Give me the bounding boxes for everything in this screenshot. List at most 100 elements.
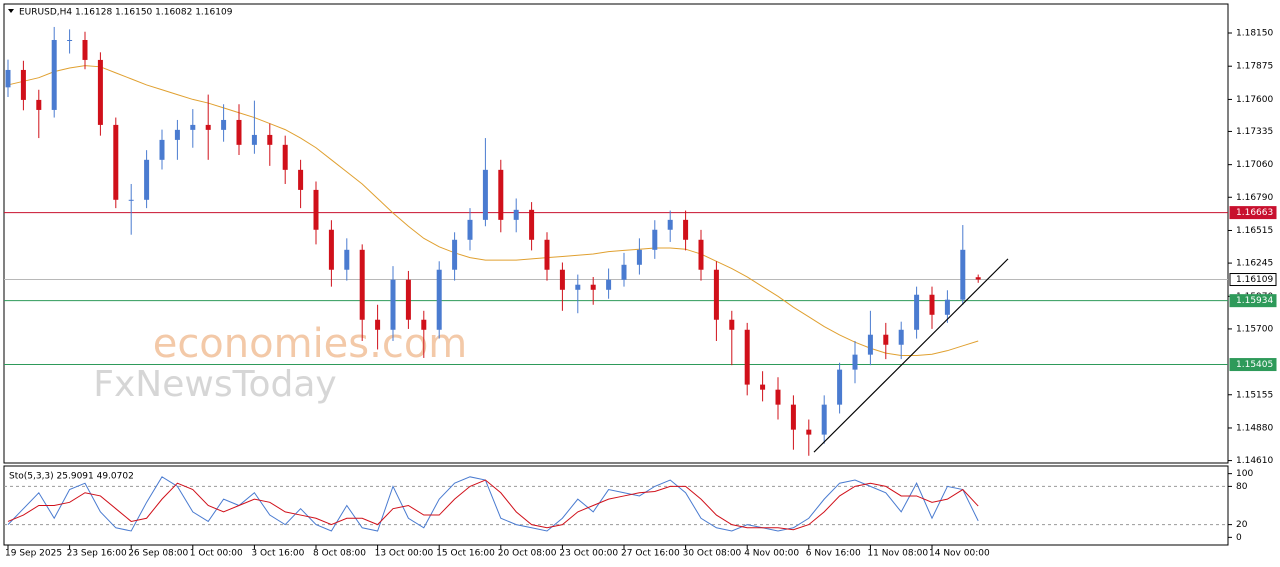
candle-body [760, 384, 766, 390]
candle-body [452, 239, 458, 270]
x-tick-label: 4 Nov 00:00 [744, 549, 799, 559]
y-tick-label: 1.17060 [1236, 160, 1273, 170]
candle-body [97, 59, 103, 125]
candle-body [375, 319, 381, 330]
level-label-box [1229, 206, 1277, 220]
x-tick-label: 27 Oct 16:00 [621, 549, 680, 559]
x-tick-label: 15 Oct 16:00 [436, 549, 495, 559]
candle-body [790, 404, 796, 430]
candle-body [929, 294, 935, 315]
candle-body [667, 219, 673, 230]
candle-body [729, 319, 735, 330]
candle-body [51, 39, 57, 110]
candle-body [621, 264, 627, 280]
candle-body [914, 294, 920, 330]
candle-body [529, 209, 535, 240]
y-tick-label: 1.18150 [1236, 28, 1273, 38]
y-tick-label: 20 [1236, 520, 1248, 530]
candle-body [652, 229, 658, 250]
candle-body [267, 134, 273, 145]
y-tick-label: 1.15700 [1236, 324, 1273, 334]
x-tick-label: 1 Oct 00:00 [190, 549, 243, 559]
candle-body [205, 124, 211, 130]
y-tick-label: 80 [1236, 482, 1248, 492]
candle-body [359, 249, 365, 320]
candle-body [5, 69, 11, 88]
candle-body [883, 334, 889, 345]
x-tick-label: 26 Sep 08:00 [128, 549, 188, 559]
y-tick-label: 1.16790 [1236, 193, 1273, 203]
level-label-box [1229, 358, 1277, 372]
candle-body [421, 319, 427, 330]
candle-body [683, 219, 689, 240]
candle-body [482, 169, 488, 220]
candle-body [159, 139, 165, 160]
candle-body [20, 69, 26, 100]
candle-body [436, 269, 442, 330]
candle-body [190, 124, 196, 130]
candle-body [251, 134, 257, 145]
y-tick-label: 1.14610 [1236, 456, 1273, 466]
main-panel [3, 3, 1229, 464]
candle-body [128, 199, 134, 201]
candle-body [221, 119, 227, 130]
y-tick-label: 1.17875 [1236, 62, 1273, 72]
stochastic-line [7, 479, 979, 531]
level-label-box [1229, 273, 1277, 287]
y-tick-label: 1.14880 [1236, 423, 1273, 433]
x-tick-label: 11 Nov 08:00 [867, 549, 928, 559]
y-tick-label: 1.16515 [1236, 226, 1273, 236]
candle-body [405, 279, 411, 320]
y-tick-label: 1.17335 [1236, 127, 1273, 137]
candle-body [837, 369, 843, 405]
indicator-title: Sto(5,3,3) 25.9091 49.0702 [9, 472, 134, 482]
candle-body [513, 209, 519, 220]
level-label: 1.16663 [1236, 208, 1273, 218]
candle-body [82, 39, 88, 60]
x-tick-label: 8 Oct 08:00 [313, 549, 366, 559]
candle-body [960, 249, 966, 300]
candle-body [944, 299, 950, 315]
level-label: 1.15934 [1236, 296, 1273, 306]
candle-body [713, 269, 719, 320]
level-label-box [1229, 294, 1277, 308]
candle-body [328, 229, 334, 270]
x-tick-label: 30 Oct 08:00 [683, 549, 742, 559]
trendline [813, 258, 1009, 453]
candle-body [467, 219, 473, 240]
level-label: 1.15405 [1236, 360, 1273, 370]
watermark: FxNewsToday [93, 364, 336, 405]
x-tick-label: 6 Nov 16:00 [806, 549, 861, 559]
y-tick-label: 0 [1236, 533, 1242, 543]
candle-body [590, 284, 596, 290]
candle-body [498, 169, 504, 220]
moving-average [7, 65, 979, 356]
candle-body [36, 99, 42, 110]
x-tick-label: 13 Oct 00:00 [375, 549, 434, 559]
candle-body [67, 39, 73, 41]
y-tick-label: 1.17600 [1236, 95, 1273, 105]
candle-body [544, 239, 550, 270]
y-tick-label: 1.15155 [1236, 390, 1273, 400]
x-tick-label: 20 Oct 08:00 [498, 549, 557, 559]
candle-body [775, 389, 781, 405]
candle-body [975, 277, 981, 280]
candle-body [636, 249, 642, 265]
candle-body [282, 144, 288, 170]
candle-body [174, 129, 180, 140]
candle-body [852, 354, 858, 370]
level-label: 1.16109 [1236, 275, 1273, 285]
menu-arrow[interactable] [8, 9, 14, 13]
chart-title: EURUSD,H4 1.16128 1.16150 1.16082 1.1610… [19, 8, 233, 18]
candle-body [821, 404, 827, 435]
candle-body [559, 269, 565, 290]
y-tick-label: 1.16245 [1236, 259, 1273, 269]
candle-body [298, 169, 304, 190]
stochastic-line [7, 476, 979, 532]
candle-body [344, 249, 350, 270]
stoch-panel [3, 465, 1229, 546]
watermark: economies.com [153, 321, 468, 367]
x-tick-label: 23 Oct 00:00 [559, 549, 618, 559]
